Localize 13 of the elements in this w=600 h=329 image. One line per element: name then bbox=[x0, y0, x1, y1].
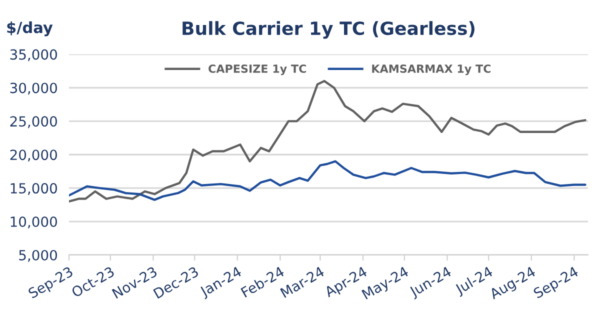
legend-label: KAMSARMAX 1y TC bbox=[372, 64, 491, 76]
chart-title: Bulk Carrier 1y TC (Gearless) bbox=[182, 21, 474, 39]
legend-label: CAPESIZE 1y TC bbox=[208, 64, 306, 76]
y-tick-label: 30,000 bbox=[10, 82, 57, 95]
y-tick-label: 15,000 bbox=[10, 183, 57, 195]
y-tick-label: 5,000 bbox=[19, 250, 57, 262]
y-tick-label: 10,000 bbox=[10, 216, 57, 228]
y-tick-label: 20,000 bbox=[10, 150, 57, 162]
line-series bbox=[69, 80, 586, 203]
line-series bbox=[69, 160, 586, 201]
y-tick-label: 25,000 bbox=[10, 116, 57, 128]
y-tick-label: 35,000 bbox=[10, 49, 57, 62]
y-axis-title: $/day bbox=[7, 21, 53, 36]
